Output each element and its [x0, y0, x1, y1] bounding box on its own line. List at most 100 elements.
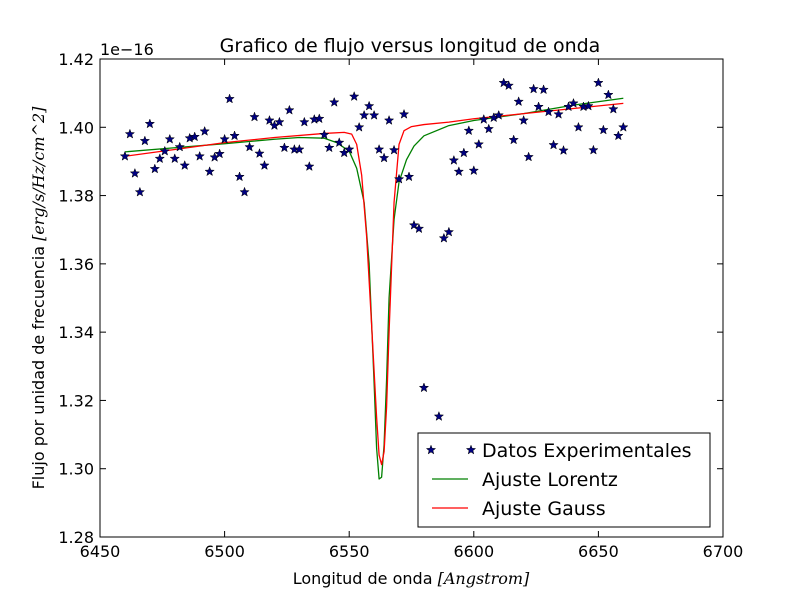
data-point	[259, 160, 270, 170]
markers-layer	[119, 77, 629, 483]
data-point	[264, 114, 275, 125]
data-point	[483, 123, 495, 134]
data-point	[149, 163, 161, 174]
plot-frame	[99, 58, 724, 538]
ticks-layer	[99, 58, 724, 538]
data-point	[543, 106, 554, 117]
y-tick-label: 1.32	[58, 391, 94, 410]
y-tick-label: 1.36	[58, 255, 94, 274]
data-point	[503, 80, 514, 91]
x-axis-unit: [Angstrom]	[438, 569, 530, 588]
data-point	[528, 83, 539, 94]
y-tick-label: 1.42	[58, 50, 94, 69]
data-point	[119, 150, 131, 161]
data-point	[129, 167, 141, 178]
data-point	[254, 148, 265, 159]
data-point	[443, 226, 455, 237]
chart-title: Grafico de flujo versus longitud de onda	[220, 35, 601, 57]
data-point	[598, 124, 609, 135]
data-point	[229, 130, 240, 141]
legend-label: Ajuste Lorentz	[482, 469, 618, 491]
data-point	[353, 121, 365, 132]
data-point	[568, 97, 579, 108]
data-point	[608, 103, 619, 114]
data-point	[234, 171, 245, 182]
data-point	[468, 165, 480, 176]
y-tick-label: 1.28	[58, 528, 94, 547]
data-point	[413, 223, 425, 234]
x-tick-label: 6600	[453, 542, 494, 561]
y-offset-label: 1e−16	[100, 40, 154, 59]
data-point	[588, 144, 599, 155]
data-point	[583, 100, 594, 111]
data-point	[279, 142, 290, 153]
data-point	[304, 161, 315, 172]
x-axis-label: Longitud de onda	[293, 569, 433, 588]
y-tick-label: 1.38	[58, 187, 94, 206]
x-axis-title: Longitud de onda [Angstrom]	[293, 569, 530, 588]
data-point	[154, 153, 166, 164]
data-point	[343, 143, 355, 154]
data-point	[383, 114, 395, 125]
data-point	[363, 100, 375, 111]
data-point	[134, 186, 146, 197]
x-tick-label: 6550	[329, 542, 370, 561]
data-point	[144, 118, 156, 129]
data-point	[523, 151, 534, 162]
data-point	[314, 113, 325, 124]
data-point	[164, 133, 176, 144]
data-point	[408, 219, 420, 230]
data-point	[204, 166, 215, 177]
data-point	[194, 150, 205, 161]
data-point	[284, 104, 295, 115]
y-axis-unit: [erg/s/Hz/cm^2]	[29, 106, 48, 241]
x-tick-label: 6450	[80, 542, 121, 561]
data-point	[124, 128, 136, 139]
data-point	[299, 116, 310, 127]
data-point	[378, 152, 390, 163]
data-point	[603, 89, 614, 100]
data-point	[348, 91, 360, 102]
lines-layer	[124, 97, 624, 480]
data-point	[274, 116, 285, 127]
y-axis-title: Flujo por unidad de frecuencia [erg/s/Hz…	[29, 106, 48, 490]
x-tick-label: 6700	[703, 542, 744, 561]
data-point	[418, 382, 430, 393]
data-point	[548, 139, 559, 150]
data-point	[538, 84, 549, 95]
data-point	[139, 135, 151, 146]
data-point	[319, 129, 330, 140]
x-tick-label: 6500	[204, 542, 245, 561]
data-point	[498, 77, 509, 88]
data-point	[199, 125, 210, 136]
data-point	[508, 134, 519, 145]
legend-marker	[425, 444, 437, 455]
data-point	[174, 141, 185, 152]
data-point	[219, 133, 230, 144]
data-point	[249, 111, 260, 122]
data-point	[398, 108, 410, 119]
data-point	[513, 96, 524, 107]
data-point	[478, 113, 490, 124]
data-point	[458, 147, 470, 158]
legend-items: Datos Experimentales Ajuste Lorentz Ajuste…	[425, 440, 692, 520]
y-tick-label: 1.34	[58, 323, 94, 342]
legend: Datos Experimentales Ajuste Lorentz Ajuste…	[417, 432, 711, 528]
data-point	[618, 121, 629, 132]
legend-marker	[465, 444, 477, 455]
y-tick-label: 1.40	[58, 118, 94, 137]
y-tick-label: 1.30	[58, 460, 94, 479]
data-point	[493, 109, 504, 120]
data-point	[453, 166, 465, 177]
data-point	[373, 143, 385, 154]
series-line-2	[124, 102, 624, 466]
data-point	[518, 114, 529, 125]
data-point	[613, 130, 624, 141]
data-point	[533, 101, 544, 112]
data-point	[328, 96, 340, 107]
series-line-1	[124, 97, 624, 480]
data-point	[189, 131, 200, 142]
data-point	[473, 138, 485, 149]
data-point	[463, 125, 475, 136]
